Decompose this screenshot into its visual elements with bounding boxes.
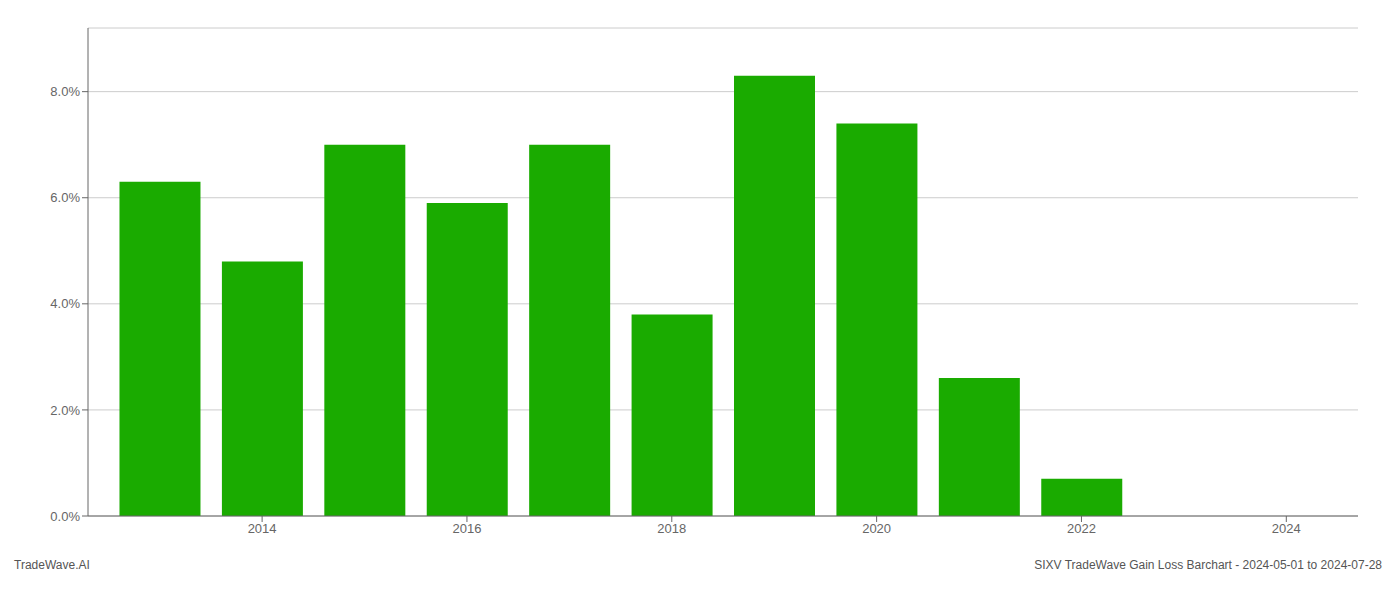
svg-text:2020: 2020 bbox=[862, 521, 891, 536]
html-text:TradeWave.AI: TradeWave.AI bbox=[14, 558, 90, 572]
svg-text:2022: 2022 bbox=[1067, 521, 1096, 536]
svg-text:8.0%: 8.0% bbox=[50, 84, 80, 99]
svg-text:2024: 2024 bbox=[1272, 521, 1301, 536]
html-text:SIXV TradeWave Gain Loss Barch: SIXV TradeWave Gain Loss Barchart - 2024… bbox=[1034, 558, 1382, 572]
svg-text:2018: 2018 bbox=[657, 521, 686, 536]
svg-text:2.0%: 2.0% bbox=[50, 403, 80, 418]
svg-text:0.0%: 0.0% bbox=[50, 509, 80, 524]
svg-text:4.0%: 4.0% bbox=[50, 296, 80, 311]
svg-text:2016: 2016 bbox=[452, 521, 481, 536]
svg-text:6.0%: 6.0% bbox=[50, 190, 80, 205]
svg-text:2014: 2014 bbox=[248, 521, 277, 536]
